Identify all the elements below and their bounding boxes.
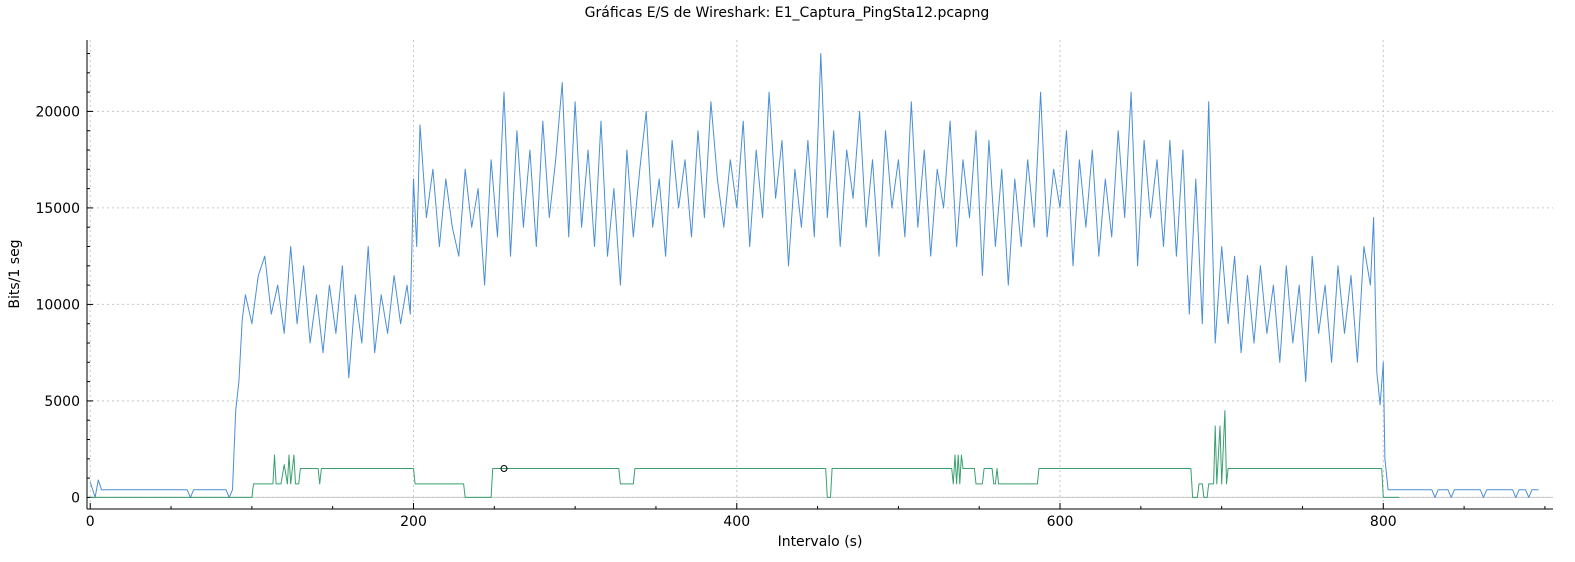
x-tick-label: 0 [86,514,95,530]
series-line-1 [89,53,1539,498]
y-axis-label: Bits/1 seg [7,239,23,308]
chart-title: Gráficas E/S de Wireshark: E1_Captura_Pi… [585,5,990,21]
grid-lines [87,40,1553,509]
y-tick-label: 15000 [35,201,80,217]
x-tick-label: 200 [400,514,427,530]
y-tick-label: 10000 [35,297,80,313]
x-tick-label: 600 [1047,514,1074,530]
y-tick-label: 0 [71,490,80,506]
x-tick-label: 800 [1370,514,1397,530]
selected-point-marker [500,464,508,472]
x-tick-label: 400 [723,514,750,530]
x-axis-label: Intervalo (s) [778,534,863,550]
tick-marks: 0 200 400 600 800 0 5000 10000 15000 20000 [35,53,1546,530]
series-line-2 [90,410,1400,498]
y-tick-label: 20000 [35,104,80,120]
y-tick-label: 5000 [44,394,80,410]
axes [86,40,1553,510]
series-group [89,53,1539,498]
